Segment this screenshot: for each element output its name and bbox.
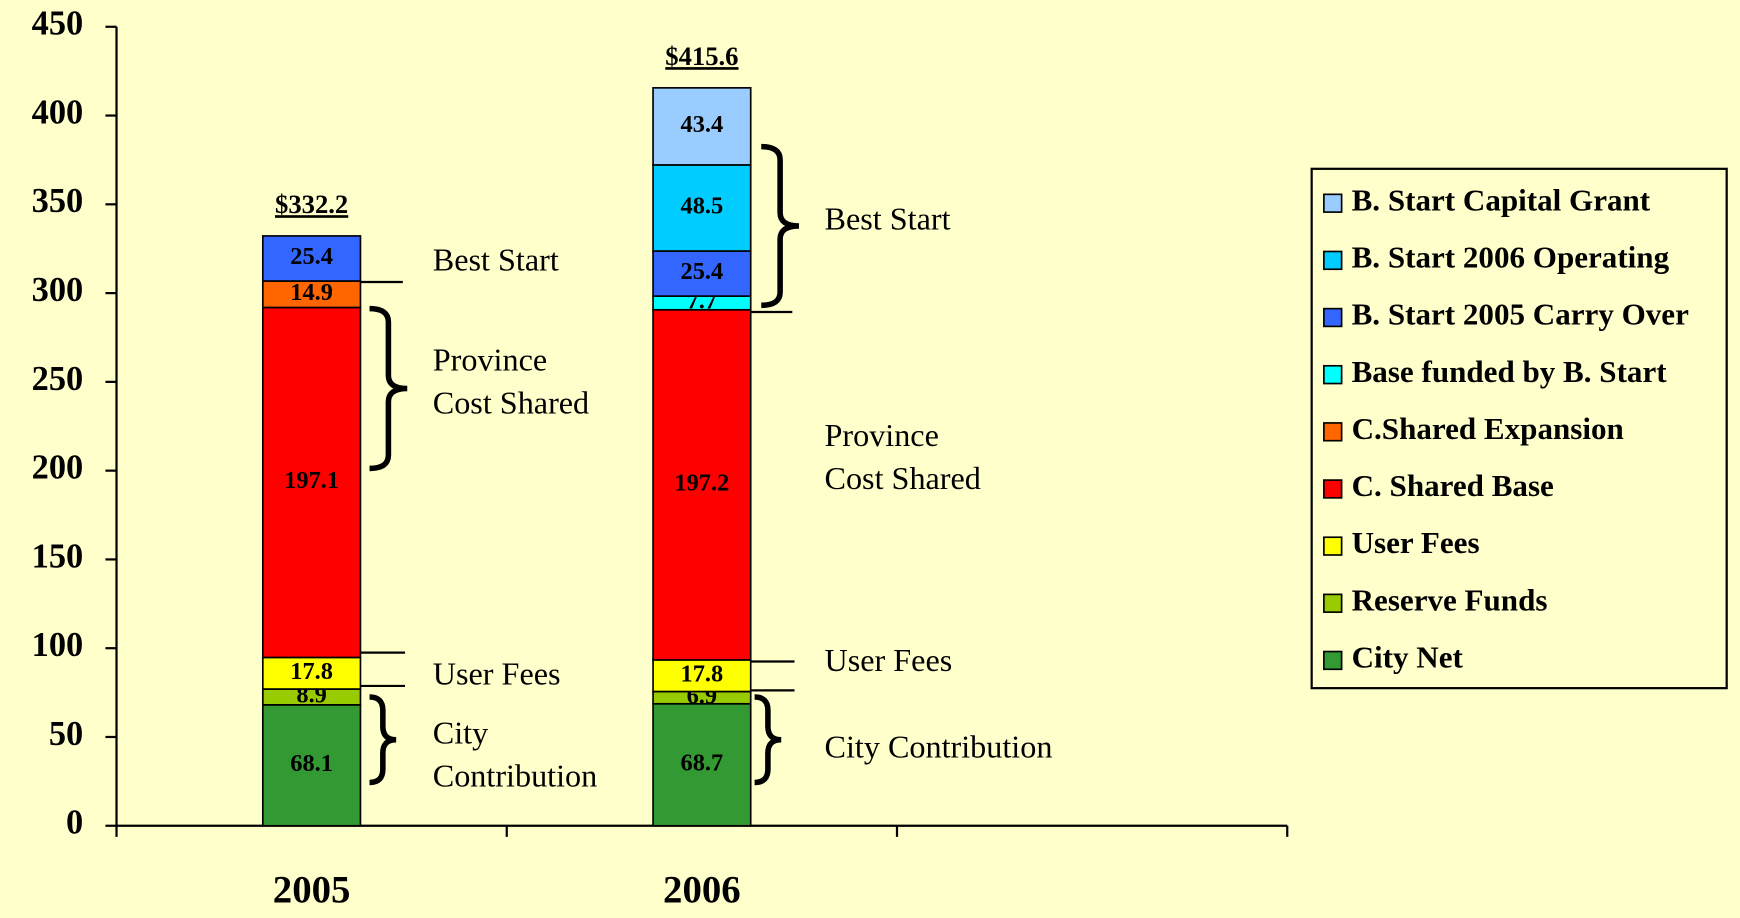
segment-label: 48.5 xyxy=(681,193,724,220)
annotation: Cost Shared xyxy=(825,460,981,496)
y-tick-label: 100 xyxy=(32,626,84,664)
y-tick-label: 400 xyxy=(32,93,84,131)
y-tick-label: 0 xyxy=(66,804,83,842)
segment-label: 43.4 xyxy=(681,111,724,138)
total-label: $332.2 xyxy=(275,189,348,219)
brace xyxy=(761,143,800,309)
brace xyxy=(754,694,782,786)
legend-label: B. Start Capital Grant xyxy=(1352,182,1651,217)
y-tick-label: 350 xyxy=(32,182,84,220)
annotation: Best Start xyxy=(433,242,559,278)
x-tick-label: 2005 xyxy=(273,868,351,911)
annotation: Cost Shared xyxy=(433,385,589,421)
annotation: City Contribution xyxy=(825,729,1053,765)
segment-label: 14.9 xyxy=(290,279,333,306)
segment-label: 17.8 xyxy=(681,660,724,687)
bar-segment xyxy=(652,164,752,252)
segment-label: 25.4 xyxy=(290,243,333,270)
legend-box xyxy=(1310,167,1728,690)
bar-segment xyxy=(652,87,752,166)
legend-label: B. Start 2005 Carry Over xyxy=(1352,297,1690,332)
legend-label: C.Shared Expansion xyxy=(1352,411,1624,446)
legend-swatch xyxy=(1323,422,1343,442)
brace xyxy=(369,305,408,472)
annotation: Contribution xyxy=(433,758,597,794)
annotation: User Fees xyxy=(433,655,561,691)
legend-swatch xyxy=(1323,307,1343,328)
annotation: Best Start xyxy=(825,200,951,236)
y-tick-label: 50 xyxy=(49,715,83,753)
legend-swatch xyxy=(1323,364,1343,385)
y-tick-label: 200 xyxy=(32,449,84,487)
legend-label: Reserve Funds xyxy=(1352,582,1548,617)
annotation: Province xyxy=(825,417,939,453)
segment-label: 68.1 xyxy=(290,750,333,777)
legend-label: Base funded by B. Start xyxy=(1352,354,1668,389)
y-tick-label: 150 xyxy=(32,537,84,575)
segment-label: 17.8 xyxy=(290,658,333,685)
legend-swatch xyxy=(1323,650,1343,671)
annotation-marks xyxy=(360,280,795,692)
legend-swatch xyxy=(1323,536,1343,556)
annotation: Province xyxy=(433,341,547,377)
segment-label: 197.2 xyxy=(674,469,729,496)
bar-segment xyxy=(652,308,752,661)
legend-label: City Net xyxy=(1352,640,1464,675)
legend-label: B. Start 2006 Operating xyxy=(1352,239,1670,274)
bar-segment xyxy=(261,235,362,282)
total-label: $415.6 xyxy=(665,41,738,71)
annotation: City xyxy=(433,714,488,750)
bar-segment xyxy=(652,250,752,297)
brace xyxy=(369,694,397,786)
legend-swatch xyxy=(1323,593,1343,613)
legend-swatch xyxy=(1323,250,1343,271)
segment-label: 25.4 xyxy=(681,258,724,285)
segment-label: 68.7 xyxy=(681,749,724,776)
legend-label: C. Shared Base xyxy=(1352,468,1554,503)
y-tick-label: 450 xyxy=(32,5,84,43)
bar-segment xyxy=(261,306,362,659)
bar-segment xyxy=(652,702,752,827)
legend-swatch xyxy=(1323,193,1343,213)
legend-swatch xyxy=(1323,479,1343,499)
segment-label: 197.1 xyxy=(284,467,339,494)
bar-segment xyxy=(261,656,362,690)
x-tick-label: 2006 xyxy=(663,868,741,911)
y-tick-label: 300 xyxy=(32,271,84,309)
annotation: User Fees xyxy=(825,642,953,678)
y-tick-label: 250 xyxy=(32,360,84,398)
legend-label: User Fees xyxy=(1352,525,1480,560)
bar-segment xyxy=(261,704,362,827)
